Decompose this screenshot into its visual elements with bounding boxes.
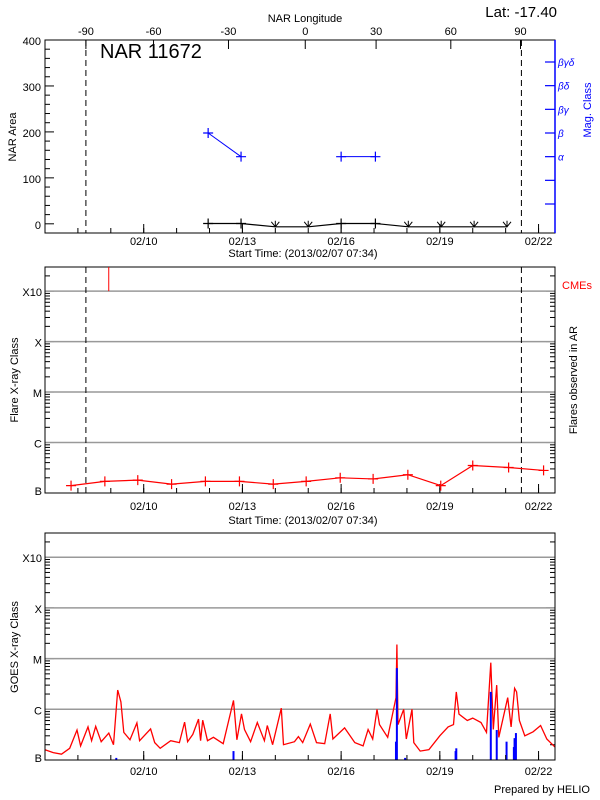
x-axis-title: Start Time: (2013/02/07 07:34) (228, 515, 377, 527)
goes-plot-frame (44, 532, 556, 761)
area-line (208, 222, 508, 228)
mag-class-label: βδ (557, 82, 570, 93)
flare-point (368, 473, 379, 484)
x-tick-label: 02/16 (327, 501, 355, 513)
y-axis-title: NAR Area (7, 112, 19, 162)
flare-point (99, 476, 110, 487)
longitude-tick-label: -30 (221, 26, 237, 38)
mag-class-point (203, 128, 214, 138)
mag-class-point (336, 151, 347, 162)
nar-plot-frame (44, 39, 556, 234)
flare-point (301, 476, 312, 487)
goes-long-channel-line (44, 644, 556, 755)
flare-point (503, 462, 514, 473)
flare-point (268, 479, 279, 490)
right-y-axis-title: Flares observed in AR (568, 326, 580, 434)
area-zero-marker (436, 220, 446, 228)
longitude-tick-label: 60 (445, 26, 457, 38)
x-tick-label: 02/22 (525, 766, 553, 778)
latitude-label: Lat: -17.40 (485, 4, 557, 21)
flare-point (66, 480, 77, 491)
mag-class-label: β (557, 129, 564, 140)
longitude-tick-label: -60 (146, 26, 162, 38)
y-tick-label: M (33, 655, 42, 667)
y-tick-label: 300 (23, 82, 41, 94)
top-x-axis-title: NAR Longitude (268, 13, 343, 25)
area-zero-marker (403, 220, 413, 228)
y-tick-label: 0 (35, 220, 41, 232)
flare-point (435, 480, 446, 491)
area-point (370, 218, 381, 229)
x-tick-label: 02/10 (130, 501, 158, 513)
area-point (203, 218, 214, 229)
y-tick-label: B (35, 753, 42, 765)
x-tick-label: 02/16 (327, 766, 355, 778)
x-tick-label: 02/19 (426, 501, 454, 513)
area-zero-marker (270, 220, 280, 228)
y-axis-title: Flare X-ray Class (9, 337, 21, 422)
mag-class-point (236, 151, 247, 162)
mag-class-point (370, 151, 381, 162)
longitude-tick-label: -90 (78, 26, 94, 38)
y-tick-label: 400 (23, 36, 41, 48)
flare-plot-frame (44, 266, 556, 494)
longitude-tick-label: 90 (514, 26, 526, 38)
x-tick-label: 02/22 (525, 236, 553, 248)
x-tick-label: 02/16 (327, 236, 355, 248)
mag-class-label: βγ (557, 105, 570, 116)
prepared-by-label: Prepared by HELIO (494, 784, 590, 796)
flare-point (234, 476, 245, 487)
y-tick-label: X (35, 604, 43, 616)
longitude-tick-label: 0 (302, 26, 308, 38)
y-axis-title: GOES X-ray Class (9, 601, 21, 693)
flare-point (335, 472, 346, 483)
flare-point (538, 465, 549, 476)
longitude-tick-label: 30 (370, 26, 382, 38)
area-point (336, 218, 347, 229)
x-tick-label: 02/22 (525, 501, 553, 513)
x-axis-title: Start Time: (2013/02/07 07:34) (228, 248, 377, 260)
y-tick-label: C (34, 705, 42, 717)
flare-point (166, 479, 177, 490)
y-tick-label: M (33, 388, 42, 400)
y-tick-label: 100 (23, 174, 41, 186)
x-tick-label: 02/19 (426, 766, 454, 778)
area-point (236, 218, 247, 229)
flare-point (402, 469, 413, 480)
x-tick-label: 02/13 (229, 766, 257, 778)
area-zero-marker (502, 220, 512, 228)
y-tick-label: B (35, 486, 42, 498)
y-tick-label: 200 (23, 128, 41, 140)
y-tick-label: X (35, 338, 43, 350)
area-zero-marker (469, 220, 479, 228)
region-title: NAR 11672 (100, 41, 202, 63)
x-tick-label: 02/13 (229, 501, 257, 513)
mag-class-label: βγδ (557, 58, 575, 69)
y-tick-label: C (34, 439, 42, 451)
x-tick-label: 02/10 (130, 766, 158, 778)
flare-point (467, 460, 478, 471)
right-y-axis-title: Mag. Class (582, 82, 594, 138)
area-zero-marker (303, 220, 313, 228)
x-tick-label: 02/19 (426, 236, 454, 248)
y-tick-label: X10 (22, 553, 42, 565)
flare-point (200, 476, 211, 487)
x-tick-label: 02/10 (130, 236, 158, 248)
x-tick-label: 02/13 (229, 236, 257, 248)
mag-class-label: α (558, 153, 564, 164)
y-tick-label: X10 (22, 287, 42, 299)
cme-label: CMEs (562, 280, 592, 292)
flare-point (132, 475, 143, 486)
mag-class-line (207, 132, 242, 158)
